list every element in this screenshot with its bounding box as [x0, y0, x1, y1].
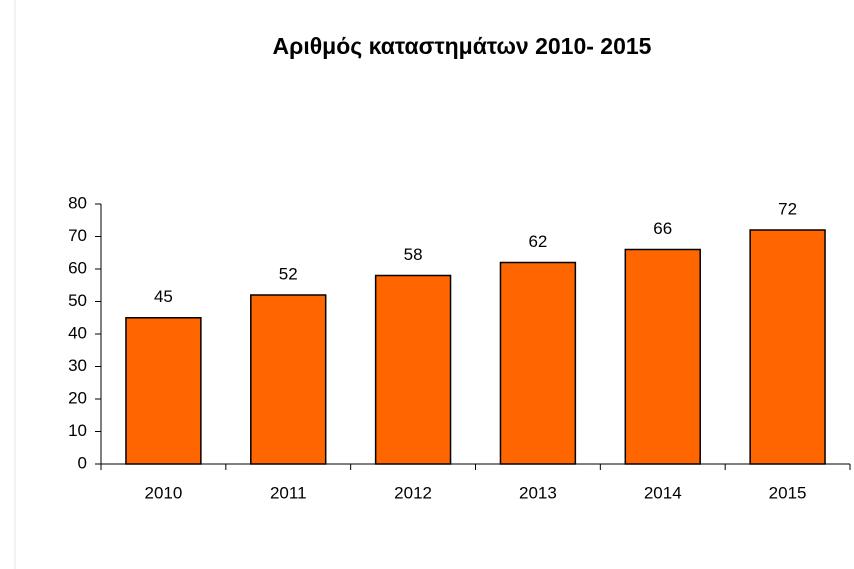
x-tick-label: 2015 — [769, 483, 807, 502]
bar — [624, 248, 701, 465]
x-tick-label: 2010 — [145, 483, 183, 502]
bar — [250, 294, 327, 465]
chart-title: Αριθμός καταστημάτων 2010- 2015 — [273, 33, 652, 59]
bar — [499, 261, 577, 465]
data-label: 45 — [154, 287, 173, 306]
y-tick-label: 70 — [68, 226, 87, 245]
data-label: 62 — [528, 232, 547, 251]
y-tick-label: 80 — [68, 193, 87, 212]
data-label: 52 — [279, 264, 298, 283]
bar — [374, 274, 452, 465]
data-label: 66 — [653, 219, 672, 238]
y-tick-label: 0 — [78, 453, 87, 472]
x-tick-label: 2011 — [270, 483, 307, 502]
x-tick-label: 2012 — [394, 483, 432, 502]
data-label: 72 — [778, 199, 797, 218]
y-tick-label: 20 — [68, 388, 87, 407]
x-tick-label: 2013 — [519, 483, 557, 502]
y-tick-label: 40 — [68, 323, 87, 342]
bar — [749, 229, 826, 465]
data-label: 58 — [404, 245, 423, 264]
y-tick-label: 50 — [68, 291, 87, 310]
y-tick-label: 30 — [68, 356, 87, 375]
bar — [125, 317, 202, 465]
y-tick-label: 60 — [68, 258, 87, 277]
y-tick-label: 10 — [68, 421, 87, 440]
x-tick-label: 2014 — [644, 483, 682, 502]
